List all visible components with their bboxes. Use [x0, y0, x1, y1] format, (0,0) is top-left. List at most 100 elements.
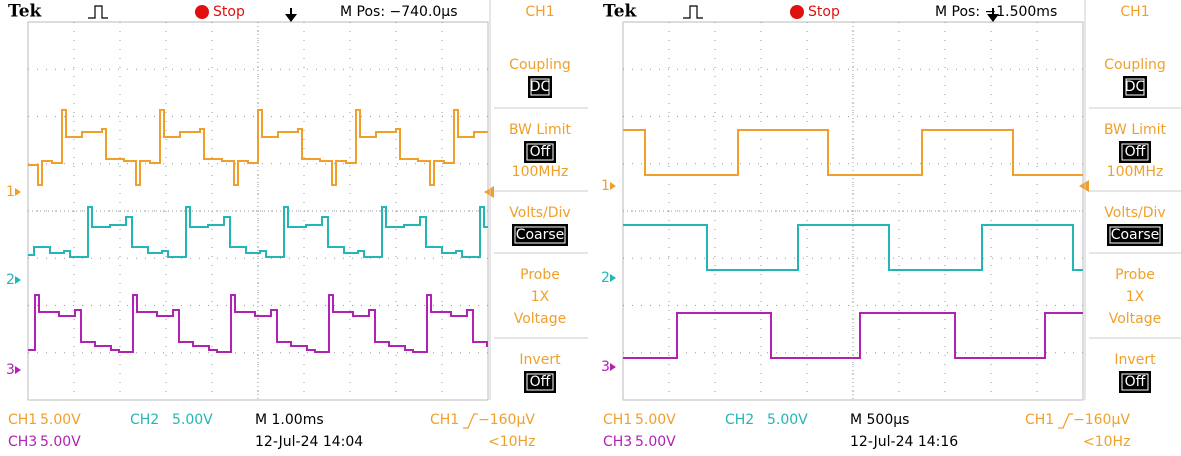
- trigger-level-arrow: [484, 186, 494, 198]
- marker-arrow: [610, 274, 616, 282]
- menu-label: Coupling: [509, 57, 571, 73]
- waveform: [28, 206, 488, 258]
- menu-value-inner: [526, 373, 554, 391]
- footer-ch2: CH2: [130, 412, 159, 428]
- menu-label: Invert: [519, 352, 561, 368]
- menu-sub: 100MHz: [1107, 164, 1164, 180]
- menu-value-box: [1107, 224, 1163, 246]
- menu-label: BW Limit: [1104, 122, 1167, 138]
- trigger-icon: [88, 5, 108, 19]
- footer-ch1-scale: 5.00V: [635, 412, 676, 428]
- marker-arrow: [15, 276, 21, 284]
- menu-value: Coarse: [1111, 227, 1160, 243]
- menu-value-box: [524, 371, 556, 393]
- m-pos: M Pos: −740.0µs: [340, 4, 458, 20]
- footer-trig-level: −160µV: [478, 412, 535, 428]
- menu-value-box: [1119, 141, 1151, 163]
- menu-value: Off: [1125, 374, 1146, 390]
- footer-ch3: CH3: [8, 434, 37, 450]
- menu-label: Probe: [520, 267, 560, 283]
- menu-label: BW Limit: [509, 122, 572, 138]
- footer-ch3-scale: 5.00V: [635, 434, 676, 450]
- footer-ch1: CH1: [8, 412, 37, 428]
- footer-ch3-scale: 5.00V: [40, 434, 81, 450]
- trigger-level-arrow: [1079, 180, 1089, 192]
- footer-timebase: M 500µs: [850, 412, 909, 428]
- menu-label: Coupling: [1104, 57, 1166, 73]
- menu-value-inner: [1121, 373, 1149, 391]
- menu-value-box: [524, 141, 556, 163]
- menu-value-inner: [530, 78, 550, 96]
- menu-sub: Voltage: [1109, 311, 1162, 327]
- footer-trig-freq: <10Hz: [488, 434, 535, 450]
- menu-value-inner: [526, 143, 554, 161]
- menu-value-inner: [514, 226, 566, 244]
- menu-value: Off: [530, 374, 551, 390]
- scope: 1 2 3 Tek Stop M Pos: −1.500ms CH1 Coupling DC BW…: [601, 0, 1181, 450]
- menu-label: Volts/Div: [1104, 205, 1165, 221]
- m-pos: M Pos: −1.500ms: [935, 4, 1057, 20]
- footer-timebase: M 1.00ms: [255, 412, 324, 428]
- menu-label: Invert: [1114, 352, 1156, 368]
- channel-marker: 2: [6, 272, 15, 288]
- menu-value-box: [512, 224, 568, 246]
- marker-arrow: [15, 188, 21, 196]
- scope: 1 2 3 Tek Stop M Pos: −740.0µs CH1 Coupling DC BW…: [6, 0, 588, 450]
- menu-title: CH1: [1120, 4, 1149, 20]
- menu-value: DC: [1125, 79, 1146, 95]
- footer-trig-source: CH1: [430, 412, 459, 428]
- menu-value-box: [1123, 76, 1147, 98]
- status: Stop: [213, 4, 245, 20]
- marker-arrow: [610, 182, 616, 190]
- trigger-icon: [683, 5, 703, 19]
- menu-value-inner: [1121, 143, 1149, 161]
- waveform: [623, 224, 1083, 271]
- footer-trig-source: CH1: [1025, 412, 1054, 428]
- footer-ch2-scale: 5.00V: [767, 412, 808, 428]
- waveform: [28, 294, 488, 353]
- stop-dot: [790, 5, 804, 19]
- trigger-slope-icon: [1058, 413, 1073, 429]
- menu-label: Probe: [1115, 267, 1155, 283]
- menu-value: 1X: [1126, 289, 1145, 305]
- brand: Tek: [8, 2, 43, 22]
- menu-value-inner: [1109, 226, 1161, 244]
- marker-arrow: [15, 366, 21, 374]
- channel-marker: 1: [601, 178, 610, 194]
- footer-ch2-scale: 5.00V: [172, 412, 213, 428]
- menu-value: Off: [530, 144, 551, 160]
- footer-ch1: CH1: [603, 412, 632, 428]
- menu-value: 1X: [531, 289, 550, 305]
- brand: Tek: [603, 2, 638, 22]
- trigger-slope-icon: [463, 413, 478, 429]
- menu-value: Coarse: [516, 227, 565, 243]
- waveform: [623, 129, 1083, 176]
- waveform: [28, 109, 488, 186]
- menu-title: CH1: [525, 4, 554, 20]
- footer-ch1-scale: 5.00V: [40, 412, 81, 428]
- stop-dot: [195, 5, 209, 19]
- menu-value-inner: [1125, 78, 1145, 96]
- menu-sub: 100MHz: [512, 164, 569, 180]
- menu-value-box: [528, 76, 552, 98]
- footer-ch3: CH3: [603, 434, 632, 450]
- footer-trig-freq: <10Hz: [1083, 434, 1130, 450]
- menu-value: Off: [1125, 144, 1146, 160]
- footer-ch2: CH2: [725, 412, 754, 428]
- menu-value-box: [1119, 371, 1151, 393]
- footer-date: 12-Jul-24 14:16: [850, 434, 958, 450]
- channel-marker: 3: [601, 359, 610, 375]
- channel-marker: 3: [6, 362, 15, 378]
- waveform: [623, 312, 1083, 359]
- footer-trig-level: −160µV: [1073, 412, 1130, 428]
- menu-value: DC: [530, 79, 551, 95]
- channel-marker: 1: [6, 184, 15, 200]
- footer-date: 12-Jul-24 14:04: [255, 434, 363, 450]
- status: Stop: [808, 4, 840, 20]
- channel-marker: 2: [601, 270, 610, 286]
- marker-arrow: [610, 363, 616, 371]
- menu-sub: Voltage: [514, 311, 567, 327]
- trigger-position-arrow: [285, 8, 297, 22]
